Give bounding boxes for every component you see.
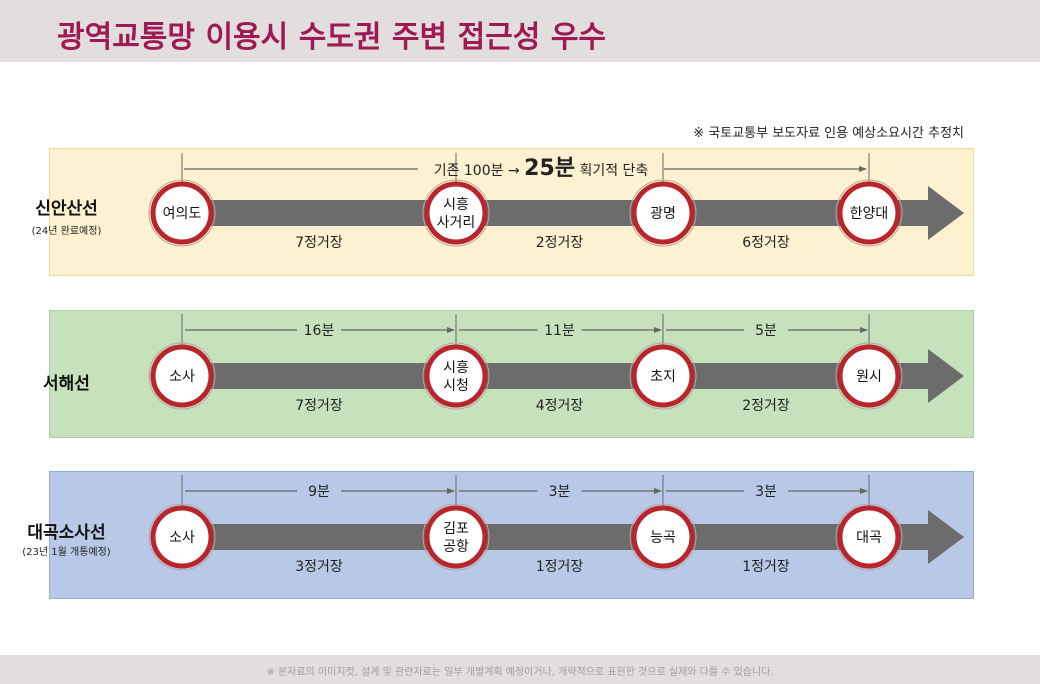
track-arrow-head	[928, 186, 964, 240]
station-outer-ring	[422, 503, 490, 571]
travel-time-label: 3분	[549, 484, 571, 500]
station-outer-ring	[148, 503, 216, 571]
station-name: 능곡	[650, 530, 676, 546]
travel-time-label: 3분	[755, 484, 777, 500]
station-name: 초지	[650, 369, 676, 385]
station: 소사	[148, 342, 216, 410]
station-outer-ring	[422, 342, 490, 410]
station-outer-ring	[629, 503, 697, 571]
station-outer-ring	[148, 179, 216, 247]
station-circle	[150, 344, 214, 408]
segment-stop-count: 2정거장	[536, 235, 584, 251]
travel-time-label: 16분	[304, 323, 335, 339]
segment-stop-count: 7정거장	[295, 235, 343, 251]
station-name-line: 시흥	[443, 360, 469, 376]
travel-time-label: 5분	[755, 323, 777, 339]
line-name: 대곡소사선	[27, 523, 106, 543]
station-name-line: 사거리	[437, 215, 476, 231]
track-arrow-head	[928, 349, 964, 403]
station-outer-ring	[148, 342, 216, 410]
station-circle	[424, 181, 488, 245]
line-name: 서해선	[43, 374, 90, 394]
footer-bar: ※ 본자료의 이미지컷, 설계 및 관련자료는 일부 개별계획 예정이거나, 개…	[0, 655, 1040, 684]
station-name: 여의도	[163, 206, 202, 222]
station: 소사	[148, 503, 216, 571]
station: 능곡	[629, 503, 697, 571]
station-outer-ring	[629, 342, 697, 410]
station-outer-ring	[835, 342, 903, 410]
station-name: 대곡	[856, 530, 882, 546]
travel-time-label: 기존 100분 → 25분 획기적 단축	[434, 156, 649, 181]
station-name: 소사	[169, 369, 195, 385]
time-prefix: 기존 100분 →	[434, 163, 524, 179]
station-circle	[837, 344, 901, 408]
station-name: 광명	[650, 206, 676, 222]
segment-stop-count: 4정거장	[536, 398, 584, 414]
station-name-line: 김포	[443, 521, 469, 537]
station-circle	[424, 505, 488, 569]
station: 한양대	[835, 179, 903, 247]
station: 대곡	[835, 503, 903, 571]
track-bar	[182, 363, 930, 389]
time-highlight: 25분	[524, 156, 575, 181]
station-outer-ring	[835, 179, 903, 247]
station-name: 소사	[169, 530, 195, 546]
time-suffix: 획기적 단축	[575, 163, 648, 179]
travel-time-label: 9분	[308, 484, 330, 500]
segment-stop-count: 6정거장	[742, 235, 790, 251]
station-name-line: 시청	[443, 378, 469, 394]
segment-stop-count: 1정거장	[536, 559, 584, 575]
page-title: 광역교통망 이용시 수도권 주변 접근성 우수	[57, 20, 607, 55]
footer-note: ※ 본자료의 이미지컷, 설계 및 관련자료는 일부 개별계획 예정이거나, 개…	[266, 667, 774, 678]
track-bar	[182, 524, 930, 550]
header-bar: 광역교통망 이용시 수도권 주변 접근성 우수	[0, 0, 1040, 62]
station-circle	[424, 344, 488, 408]
line-subtitle: (24년 완료예정)	[31, 226, 102, 237]
station-name-line: 공항	[443, 539, 469, 555]
station-circle	[631, 344, 695, 408]
station: 광명	[629, 179, 697, 247]
station: 초지	[629, 342, 697, 410]
segment-stop-count: 7정거장	[295, 398, 343, 414]
station-outer-ring	[835, 503, 903, 571]
station: 원시	[835, 342, 903, 410]
segment-stop-count: 1정거장	[742, 559, 790, 575]
station-name-line: 시흥	[443, 197, 469, 213]
segment-stop-count: 3정거장	[295, 559, 343, 575]
travel-time-label: 11분	[544, 323, 575, 339]
station-circle	[631, 505, 695, 569]
station-circle	[150, 181, 214, 245]
segment-stop-count: 2정거장	[742, 398, 790, 414]
station-circle	[631, 181, 695, 245]
station-circle	[837, 505, 901, 569]
station-outer-ring	[422, 179, 490, 247]
station-circle	[837, 181, 901, 245]
station-name: 한양대	[850, 206, 889, 222]
station: 여의도	[148, 179, 216, 247]
station-circle	[150, 505, 214, 569]
track-arrow-head	[928, 510, 964, 564]
station-name: 원시	[856, 369, 882, 385]
line-subtitle: (23년 1월 개통예정)	[22, 547, 111, 558]
line-name: 신안산선	[35, 199, 98, 219]
station-outer-ring	[629, 179, 697, 247]
source-note: ※ 국토교통부 보도자료 인용 예상소요시간 추정치	[693, 126, 964, 141]
track-bar	[182, 200, 930, 226]
